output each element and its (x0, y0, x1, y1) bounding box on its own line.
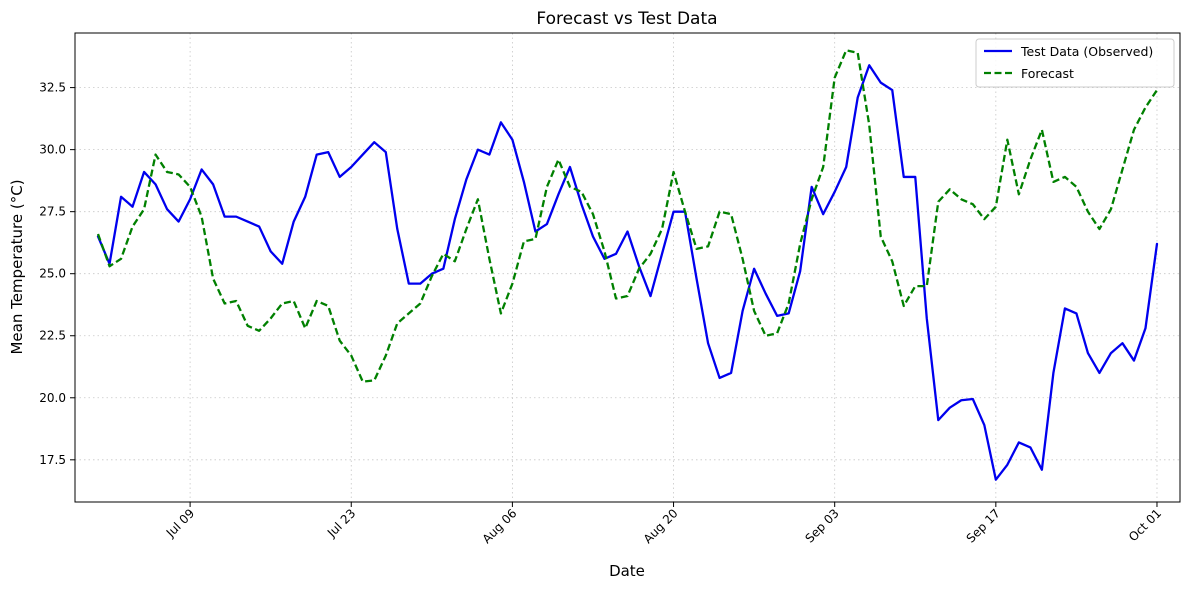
y-tick-label: 32.5 (39, 81, 66, 95)
x-tick-label: Sep 17 (964, 506, 1003, 545)
x-tick-label: Jul 09 (163, 506, 197, 540)
series-layer (96, 49, 1159, 481)
x-axis-label: Date (609, 562, 645, 580)
x-tick-label: Aug 20 (641, 506, 681, 546)
plot-frame (74, 32, 1181, 503)
y-tick-label: 30.0 (39, 143, 66, 157)
x-tick-label: Sep 03 (802, 506, 841, 545)
series-line-forecast (96, 49, 1158, 383)
y-tick-label: 22.5 (39, 329, 66, 343)
y-tick-label: 25.0 (39, 267, 66, 281)
y-axis-label: Mean Temperature (°C) (8, 179, 26, 354)
y-tick-label: 27.5 (39, 205, 66, 219)
chart-title: Forecast vs Test Data (536, 9, 717, 29)
x-tick-label: Aug 06 (480, 506, 520, 546)
series-line-observed (96, 64, 1159, 481)
legend-box (975, 38, 1175, 88)
y-tick-label: 20.0 (39, 391, 66, 405)
grid-layer (75, 33, 1180, 502)
legend-label-forecast: Forecast (1021, 66, 1074, 81)
x-tick-label: Oct 01 (1126, 506, 1164, 544)
y-tick-label: 17.5 (39, 453, 66, 467)
legend-label-observed: Test Data (Observed) (1020, 44, 1153, 59)
legend: Test Data (Observed) Forecast (975, 38, 1175, 88)
x-tick-label: Jul 23 (324, 506, 358, 540)
